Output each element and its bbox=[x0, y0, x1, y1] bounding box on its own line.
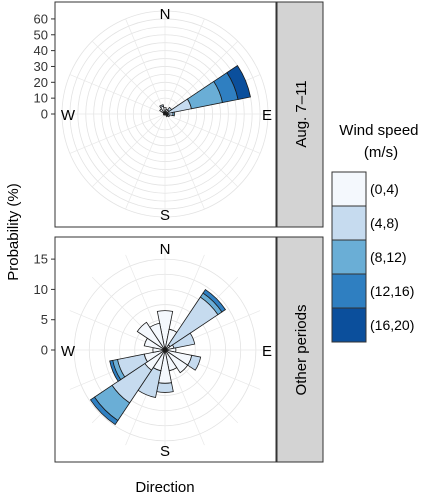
panel-other-dir-w: W bbox=[61, 343, 76, 360]
y-tick-label: 40 bbox=[34, 43, 48, 58]
y-tick-label: 30 bbox=[34, 59, 48, 74]
legend-swatch bbox=[331, 273, 367, 309]
panel-other-strip-label: Other periods bbox=[293, 305, 310, 396]
panel-aug-strip bbox=[276, 1, 324, 228]
wind-bar bbox=[109, 359, 122, 382]
panel-other-bars bbox=[89, 288, 227, 426]
y-tick-label: 15 bbox=[34, 252, 48, 267]
y-tick-label: 10 bbox=[34, 91, 48, 106]
wind-bar bbox=[187, 354, 202, 371]
y-tick-label: 0 bbox=[41, 107, 48, 122]
legend-swatch bbox=[331, 205, 367, 241]
panel-other-ticks: 0 5 10 15 bbox=[34, 252, 55, 358]
wind-bar bbox=[226, 65, 251, 100]
y-tick-label: 5 bbox=[41, 312, 48, 327]
wind-bar bbox=[89, 396, 119, 426]
panel-aug-dir-s: S bbox=[160, 207, 170, 224]
wind-bar bbox=[156, 310, 174, 351]
wind-bar bbox=[164, 113, 169, 118]
grid-spoke bbox=[125, 113, 166, 210]
wind-bar bbox=[172, 111, 175, 117]
grid-spoke bbox=[164, 113, 239, 188]
wind-bar bbox=[167, 106, 173, 112]
grid-spoke bbox=[69, 74, 166, 115]
panel-aug-grid bbox=[61, 10, 269, 218]
y-tick-label: 20 bbox=[34, 75, 48, 90]
wind-bar bbox=[172, 332, 196, 349]
legend-swatch bbox=[331, 239, 367, 275]
grid-spoke bbox=[69, 113, 166, 154]
wind-bar bbox=[149, 322, 166, 351]
grid-spoke bbox=[164, 18, 205, 115]
grid-spoke bbox=[91, 113, 166, 188]
x-axis-title: Direction bbox=[135, 479, 194, 496]
grid-spoke bbox=[125, 18, 166, 115]
y-tick-label: 0 bbox=[41, 343, 48, 358]
wind-bar bbox=[163, 113, 166, 115]
wind-bar bbox=[202, 288, 227, 313]
legend-label: (8,12) bbox=[370, 249, 407, 265]
legend-items: (0,4) (4,8) (8,12) (12,16) (16,20) bbox=[331, 171, 414, 343]
y-tick-label: 50 bbox=[34, 27, 48, 42]
wind-bar bbox=[156, 382, 174, 393]
panel-other-dir-n: N bbox=[160, 241, 171, 258]
panel-other: 0 5 10 15 N E S W Other periods bbox=[34, 236, 324, 463]
y-axis-title: Probability (%) bbox=[5, 183, 22, 281]
legend-title: Wind speed (m/s) bbox=[339, 122, 422, 161]
grid-spoke bbox=[164, 113, 205, 210]
panel-other-dir-s: S bbox=[160, 443, 170, 460]
panel-aug-dir-n: N bbox=[160, 6, 171, 23]
wind-bar bbox=[164, 349, 189, 374]
legend-swatch bbox=[331, 307, 367, 343]
wind-bar bbox=[159, 104, 164, 108]
panel-aug-bars bbox=[159, 65, 251, 118]
y-tick-label: 10 bbox=[34, 282, 48, 297]
wind-bar bbox=[136, 321, 166, 351]
wind-bar bbox=[167, 114, 171, 118]
grid-spoke bbox=[164, 113, 261, 154]
panel-aug-dir-e: E bbox=[262, 107, 272, 124]
legend-label: (16,20) bbox=[370, 317, 414, 333]
legend-label: (4,8) bbox=[370, 215, 399, 231]
legend-label: (0,4) bbox=[370, 181, 399, 197]
panel-other-dir-e: E bbox=[262, 343, 272, 360]
panel-other-strip bbox=[276, 236, 324, 463]
legend: Wind speed (m/s) (0,4) (4,8) (8,12) (12,16)… bbox=[331, 122, 422, 343]
y-tick-label: 60 bbox=[34, 11, 48, 26]
panel-aug-strip-label: Aug. 7–11 bbox=[293, 80, 310, 147]
grid-spoke bbox=[164, 40, 239, 115]
panel-aug-dir-w: W bbox=[61, 107, 76, 124]
legend-swatch bbox=[331, 171, 367, 207]
legend-label: (12,16) bbox=[370, 283, 414, 299]
grid-spoke bbox=[91, 40, 166, 115]
